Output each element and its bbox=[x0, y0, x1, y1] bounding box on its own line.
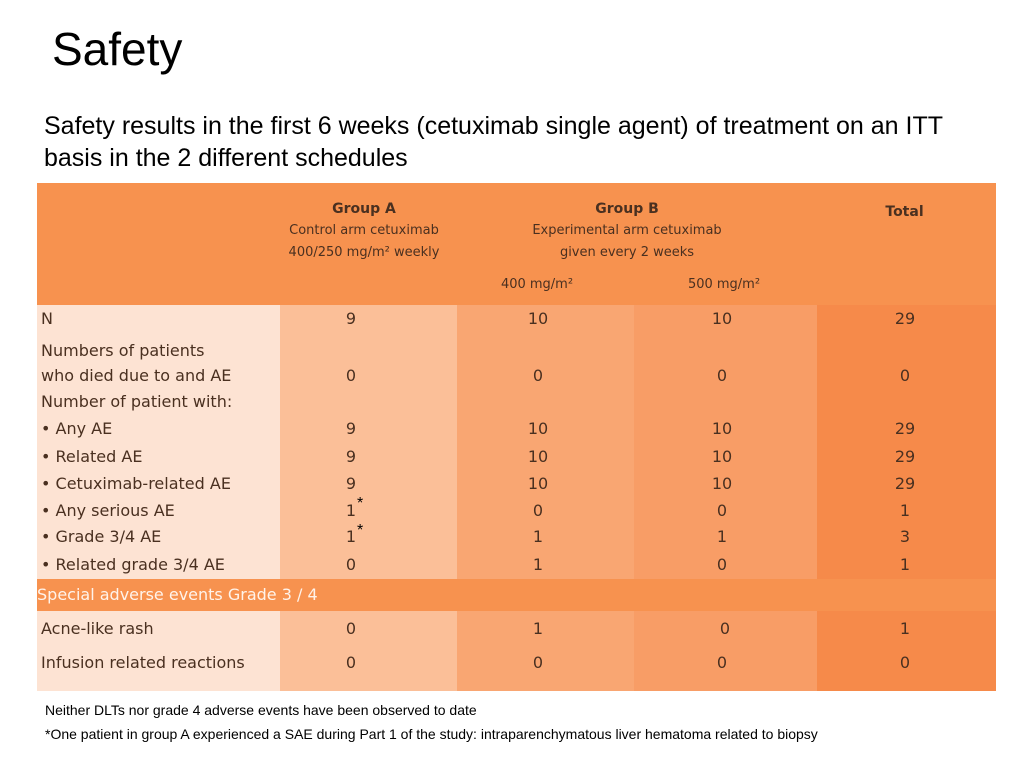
cell-acne-total: 1 bbox=[899, 619, 911, 638]
cell-acne-b500: 0 bbox=[719, 619, 731, 638]
row-label-any-ae: • Any AE bbox=[41, 419, 113, 438]
group-a-line2: 400/250 mg/m² weekly bbox=[288, 245, 440, 260]
b400-column-bg bbox=[457, 305, 634, 691]
safety-table: Group A Control arm cetuximab 400/250 mg… bbox=[37, 183, 996, 691]
cell-n-group-a: 9 bbox=[345, 309, 357, 328]
cell-serious-ae-b400: 0 bbox=[532, 501, 544, 520]
row-label-infusion-reactions: Infusion related reactions bbox=[41, 653, 245, 672]
row-label-died-2: who died due to and AE bbox=[41, 366, 232, 385]
group-b-header: Group B Experimental arm cetuximab given… bbox=[507, 198, 747, 264]
total-header: Total bbox=[885, 204, 924, 220]
group-b-line2: given every 2 weeks bbox=[559, 245, 695, 260]
cell-any-ae-b500: 10 bbox=[711, 419, 733, 438]
cell-any-ae-total: 29 bbox=[894, 419, 916, 438]
row-label-died-1: Numbers of patients bbox=[41, 341, 205, 360]
cell-cetux-ae-b400: 10 bbox=[527, 474, 549, 493]
total-column-bg bbox=[817, 305, 996, 691]
cell-grade-ae-group-a: 1 bbox=[345, 527, 357, 546]
cell-died-b500: 0 bbox=[716, 366, 728, 385]
cell-n-total: 29 bbox=[894, 309, 916, 328]
row-label-acne-rash: Acne-like rash bbox=[41, 619, 154, 638]
row-label-patients-with: Number of patient with: bbox=[41, 392, 233, 411]
group-a-line1: Control arm cetuximab bbox=[289, 223, 439, 238]
group-a-header: Group A Control arm cetuximab 400/250 mg… bbox=[275, 198, 453, 264]
special-events-header: Special adverse events Grade 3 / 4 bbox=[37, 585, 318, 604]
cell-related-grade-total: 1 bbox=[899, 555, 911, 574]
row-label-related-ae: • Related AE bbox=[41, 447, 143, 466]
cell-died-group-a: 0 bbox=[345, 366, 357, 385]
cell-died-total: 0 bbox=[899, 366, 911, 385]
group-b-title: Group B bbox=[595, 201, 659, 217]
row-label-cetuximab-related-ae: • Cetuximab-related AE bbox=[41, 474, 231, 493]
cell-n-b500: 10 bbox=[711, 309, 733, 328]
cell-related-ae-b500: 10 bbox=[711, 447, 733, 466]
label-column-bg bbox=[37, 305, 280, 691]
slide-subtitle: Safety results in the first 6 weeks (cet… bbox=[44, 112, 943, 172]
row-label-grade-3-4-ae: • Grade 3/4 AE bbox=[41, 527, 162, 546]
cell-grade-ae-b400: 1 bbox=[532, 527, 544, 546]
group-a-title: Group A bbox=[332, 201, 396, 217]
cell-cetux-ae-group-a: 9 bbox=[345, 474, 357, 493]
footnote-sae: *One patient in group A experienced a SA… bbox=[45, 726, 818, 742]
cell-serious-ae-group-a: 1 bbox=[345, 501, 357, 520]
cell-cetux-ae-total: 29 bbox=[894, 474, 916, 493]
special-events-band bbox=[37, 579, 996, 611]
cell-related-ae-total: 29 bbox=[894, 447, 916, 466]
row-label-any-serious-ae: • Any serious AE bbox=[41, 501, 175, 520]
cell-infusion-group-a: 0 bbox=[345, 653, 357, 672]
cell-acne-group-a: 0 bbox=[345, 619, 357, 638]
cell-grade-ae-b500: 1 bbox=[716, 527, 728, 546]
cell-infusion-b500: 0 bbox=[716, 653, 728, 672]
b500-subheader: 500 mg/m² bbox=[687, 277, 761, 292]
footnote-dlt: Neither DLTs nor grade 4 adverse events … bbox=[45, 702, 477, 718]
row-label-related-grade-3-4-ae: • Related grade 3/4 AE bbox=[41, 555, 225, 574]
b500-column-bg bbox=[634, 305, 817, 691]
group-a-column-bg bbox=[280, 305, 457, 691]
group-b-line1: Experimental arm cetuximab bbox=[532, 223, 722, 238]
cell-serious-ae-total: 1 bbox=[899, 501, 911, 520]
row-label-n: N bbox=[41, 309, 53, 328]
cell-any-ae-group-a: 9 bbox=[345, 419, 357, 438]
cell-died-b400: 0 bbox=[532, 366, 544, 385]
cell-acne-b400: 1 bbox=[532, 619, 544, 638]
cell-serious-ae-b500: 0 bbox=[716, 501, 728, 520]
cell-any-ae-b400: 10 bbox=[527, 419, 549, 438]
cell-related-ae-b400: 10 bbox=[527, 447, 549, 466]
cell-grade-ae-total: 3 bbox=[899, 527, 911, 546]
cell-infusion-total: 0 bbox=[899, 653, 911, 672]
slide-title: Safety bbox=[52, 23, 183, 75]
footnote-marker-serious: * bbox=[357, 495, 364, 512]
cell-infusion-b400: 0 bbox=[532, 653, 544, 672]
footnote-marker-grade: * bbox=[357, 522, 364, 539]
b400-subheader: 400 mg/m² bbox=[500, 277, 574, 292]
cell-related-grade-b500: 0 bbox=[716, 555, 728, 574]
cell-related-ae-group-a: 9 bbox=[345, 447, 357, 466]
cell-n-b400: 10 bbox=[527, 309, 549, 328]
cell-cetux-ae-b500: 10 bbox=[711, 474, 733, 493]
cell-related-grade-b400: 1 bbox=[532, 555, 544, 574]
cell-related-grade-group-a: 0 bbox=[345, 555, 357, 574]
